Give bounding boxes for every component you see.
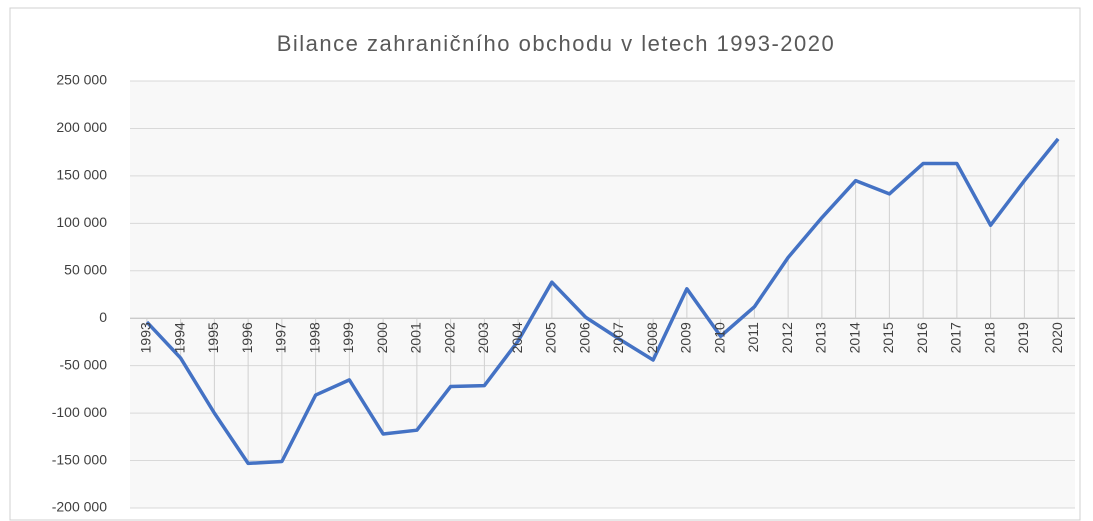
x-tick-label: 1999 [340, 322, 356, 353]
x-tick-label: 1996 [239, 322, 255, 353]
x-tick-label: 2005 [543, 322, 559, 353]
x-tick-label: 2000 [374, 322, 390, 353]
x-tick-label: 1994 [171, 322, 187, 353]
y-tick-label: 200 000 [56, 119, 107, 135]
x-tick-label: 2012 [779, 322, 795, 353]
x-tick-label: 2010 [711, 322, 727, 353]
y-tick-label: 100 000 [56, 214, 107, 230]
x-tick-label: 2006 [576, 322, 592, 353]
x-tick-label: 2018 [981, 322, 997, 353]
x-tick-label: 2009 [678, 322, 694, 353]
y-tick-label: -200 000 [52, 499, 107, 515]
x-tick-label: 2015 [880, 322, 896, 353]
y-tick-label: -150 000 [52, 451, 107, 467]
x-tick-label: 2020 [1049, 322, 1065, 353]
x-tick-label: 1998 [306, 322, 322, 353]
chart-title: Bilance zahraničního obchodu v letech 19… [277, 31, 836, 56]
x-tick-label: 2007 [610, 322, 626, 353]
x-tick-label: 1997 [273, 322, 289, 353]
y-tick-label: -50 000 [60, 356, 108, 372]
x-tick-label: 1995 [205, 322, 221, 353]
x-tick-label: 2011 [745, 322, 761, 352]
y-tick-label: 150 000 [56, 167, 107, 183]
y-tick-label: 50 000 [64, 261, 107, 277]
data-line [145, 137, 1060, 466]
x-tick-label: 2013 [813, 322, 829, 353]
x-tick-label: 1993 [138, 322, 154, 353]
x-tick-label: 2001 [408, 322, 424, 353]
y-tick-label: 250 000 [56, 72, 107, 88]
x-tick-label: 2016 [914, 322, 930, 353]
x-tick-label: 2003 [475, 322, 491, 353]
x-tick-label: 2017 [948, 322, 964, 353]
y-tick-label: 0 [99, 309, 107, 325]
plot-area [130, 81, 1075, 508]
x-tick-label: 2014 [846, 322, 862, 353]
x-tick-label: 2008 [644, 322, 660, 353]
x-tick-label: 2019 [1015, 322, 1031, 353]
x-tick-label: 2002 [441, 322, 457, 353]
x-tick-label: 2004 [509, 322, 525, 353]
y-tick-label: -100 000 [52, 404, 107, 420]
